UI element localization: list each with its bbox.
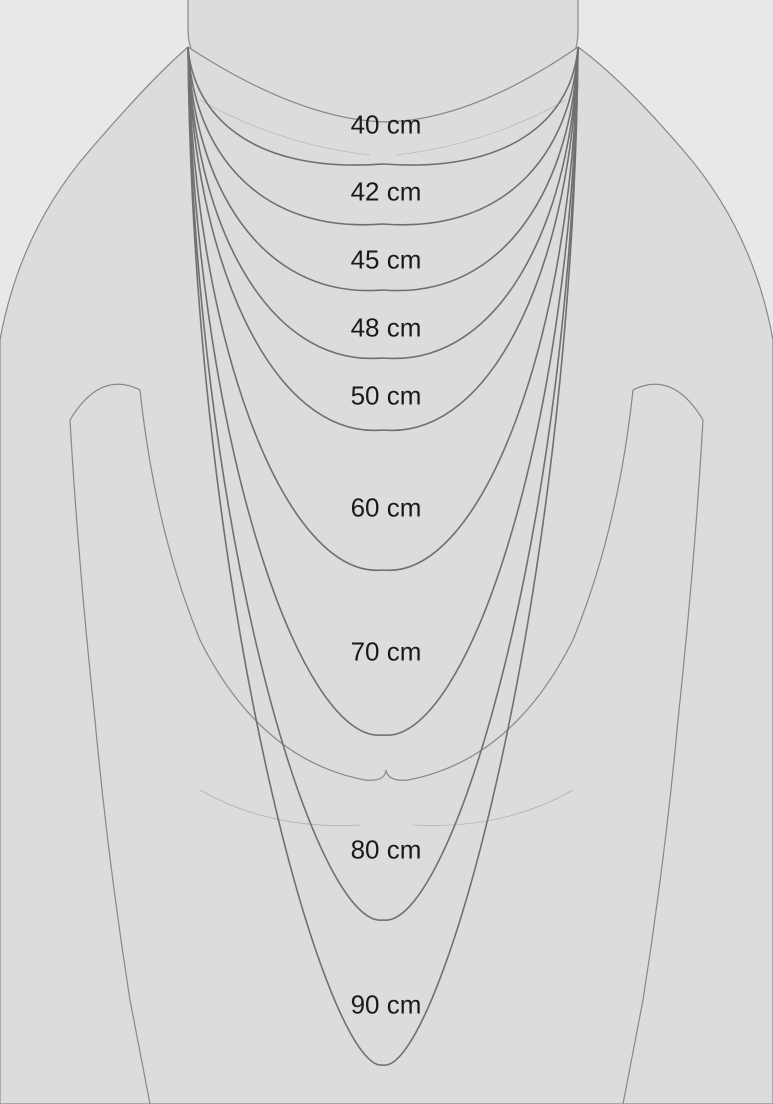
necklace-size-guide-diagram: 40 cm 42 cm 45 cm 48 cm 50 cm 60 cm 70 cm 80 cm… bbox=[0, 0, 773, 1104]
length-label: 48 cm bbox=[351, 313, 422, 344]
length-label: 50 cm bbox=[351, 381, 422, 412]
length-label: 90 cm bbox=[351, 990, 422, 1021]
length-label: 45 cm bbox=[351, 245, 422, 276]
torso-silhouette bbox=[0, 0, 773, 1104]
length-label: 42 cm bbox=[351, 177, 422, 208]
diagram-svg bbox=[0, 0, 773, 1104]
length-label: 40 cm bbox=[351, 110, 422, 141]
length-label: 60 cm bbox=[351, 493, 422, 524]
length-label: 70 cm bbox=[351, 637, 422, 668]
length-label: 80 cm bbox=[351, 835, 422, 866]
